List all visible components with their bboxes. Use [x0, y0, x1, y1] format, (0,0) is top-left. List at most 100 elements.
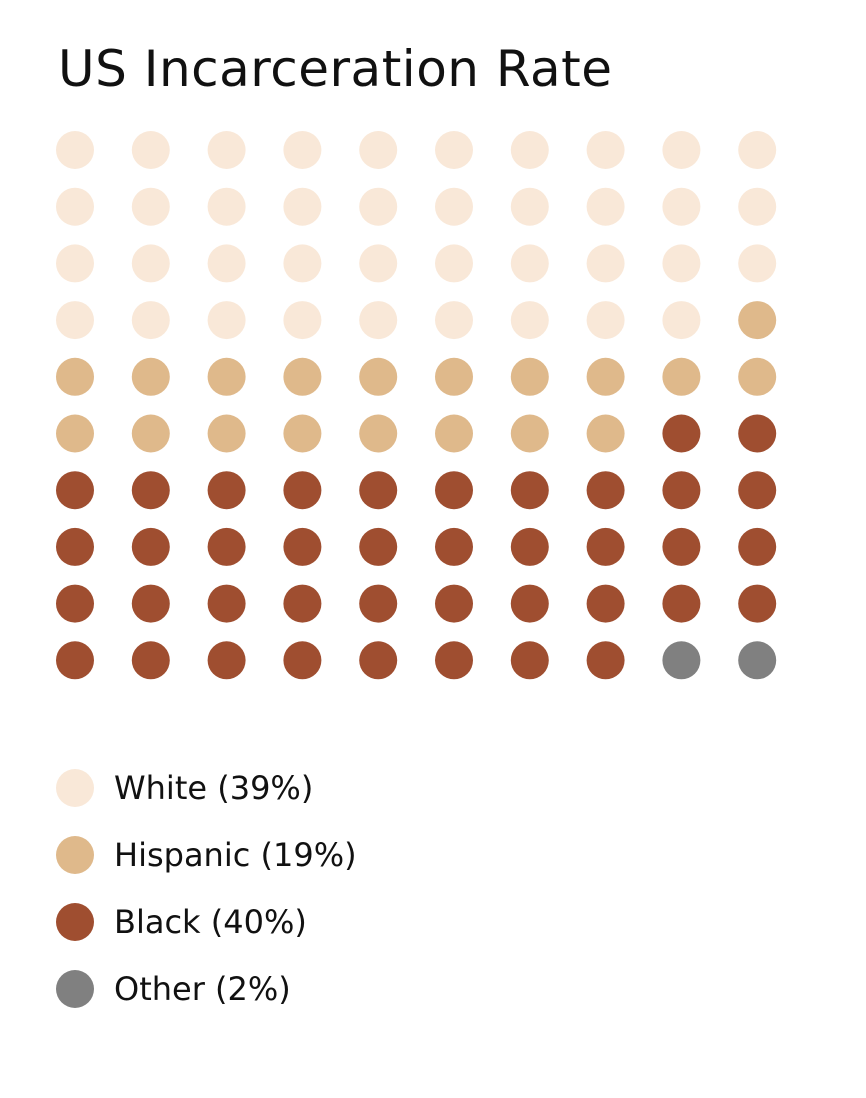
legend-label-white: White (39%) [114, 769, 314, 807]
legend-item-white: White (39%) [56, 764, 357, 812]
waffle-dot-black [56, 584, 94, 623]
legend-item-black: Black (40%) [56, 898, 357, 946]
waffle-chart [56, 131, 777, 680]
waffle-dot-white [283, 131, 322, 169]
legend-item-other: Other (2%) [56, 965, 357, 1013]
waffle-dot-white [662, 131, 701, 169]
legend-swatch-other [56, 970, 94, 1008]
waffle-dot-black [586, 471, 625, 510]
waffle-dot-hispanic [510, 357, 549, 396]
waffle-dot-black [56, 641, 94, 680]
waffle-dot-black [662, 471, 701, 510]
waffle-dot-black [662, 414, 701, 453]
waffle-dot-hispanic [207, 414, 246, 453]
waffle-dot-white [435, 187, 473, 226]
waffle-dot-white [359, 301, 398, 340]
waffle-dot-hispanic [359, 414, 398, 453]
waffle-dot-white [586, 301, 625, 340]
waffle-dot-white [510, 131, 549, 169]
waffle-dot-black [359, 641, 398, 680]
waffle-dot-white [738, 187, 777, 226]
waffle-dot-hispanic [131, 414, 170, 453]
waffle-dot-black [283, 584, 322, 623]
waffle-dot-black [359, 584, 398, 623]
waffle-dot-black [283, 527, 322, 566]
waffle-dot-hispanic [435, 414, 473, 453]
waffle-dot-black [359, 527, 398, 566]
waffle-dot-black [435, 641, 473, 680]
waffle-dot-white [283, 187, 322, 226]
waffle-dot-white [207, 301, 246, 340]
waffle-dot-hispanic [131, 357, 170, 396]
waffle-dot-black [586, 527, 625, 566]
waffle-dot-hispanic [283, 414, 322, 453]
waffle-dot-black [662, 527, 701, 566]
legend-label-hispanic: Hispanic (19%) [114, 836, 357, 874]
waffle-dot-black [207, 641, 246, 680]
waffle-dot-hispanic [586, 357, 625, 396]
waffle-dot-black [131, 584, 170, 623]
waffle-dot-white [586, 244, 625, 283]
waffle-dot-black [283, 471, 322, 510]
waffle-dot-hispanic [738, 357, 777, 396]
waffle-dot-white [56, 244, 94, 283]
waffle-dot-black [586, 641, 625, 680]
waffle-dot-black [510, 471, 549, 510]
chart-title: US Incarceration Rate [58, 40, 613, 98]
waffle-dot-white [359, 187, 398, 226]
waffle-dot-white [359, 244, 398, 283]
waffle-dot-white [207, 131, 246, 169]
legend-swatch-white [56, 769, 94, 807]
waffle-dot-other [662, 641, 701, 680]
waffle-dot-white [662, 187, 701, 226]
waffle-dot-black [435, 584, 473, 623]
waffle-dot-black [586, 584, 625, 623]
waffle-dot-white [435, 301, 473, 340]
waffle-dot-black [435, 471, 473, 510]
waffle-dot-hispanic [56, 357, 94, 396]
waffle-dot-white [56, 131, 94, 169]
waffle-dot-hispanic [662, 357, 701, 396]
waffle-dot-white [435, 244, 473, 283]
waffle-dot-black [207, 471, 246, 510]
waffle-dot-black [662, 584, 701, 623]
waffle-dot-white [662, 301, 701, 340]
waffle-dot-hispanic [56, 414, 94, 453]
waffle-dot-black [283, 641, 322, 680]
waffle-dot-white [283, 301, 322, 340]
waffle-dot-white [662, 244, 701, 283]
waffle-dot-black [56, 471, 94, 510]
waffle-dot-black [131, 471, 170, 510]
waffle-dot-hispanic [510, 414, 549, 453]
waffle-dot-hispanic [738, 301, 777, 340]
waffle-dot-white [586, 131, 625, 169]
waffle-dot-hispanic [435, 357, 473, 396]
waffle-dot-black [435, 527, 473, 566]
waffle-dot-black [738, 527, 777, 566]
waffle-dot-white [56, 187, 94, 226]
waffle-dot-white [738, 244, 777, 283]
waffle-dot-black [510, 527, 549, 566]
waffle-dot-black [131, 527, 170, 566]
waffle-dot-white [207, 187, 246, 226]
waffle-dot-black [738, 584, 777, 623]
waffle-dot-white [738, 131, 777, 169]
waffle-dot-white [359, 131, 398, 169]
waffle-dot-white [510, 244, 549, 283]
waffle-dot-black [207, 584, 246, 623]
legend-swatch-black [56, 903, 94, 941]
waffle-dot-black [738, 471, 777, 510]
waffle-dot-black [56, 527, 94, 566]
legend-item-hispanic: Hispanic (19%) [56, 831, 357, 879]
waffle-dot-hispanic [359, 357, 398, 396]
waffle-dot-other [738, 641, 777, 680]
legend: White (39%) Hispanic (19%) Black (40%) Othe… [56, 764, 357, 1032]
waffle-dot-hispanic [586, 414, 625, 453]
waffle-dot-white [131, 301, 170, 340]
waffle-dot-white [435, 131, 473, 169]
waffle-dot-white [510, 187, 549, 226]
waffle-dot-black [510, 641, 549, 680]
waffle-dot-black [359, 471, 398, 510]
waffle-dot-white [131, 131, 170, 169]
waffle-dot-black [207, 527, 246, 566]
